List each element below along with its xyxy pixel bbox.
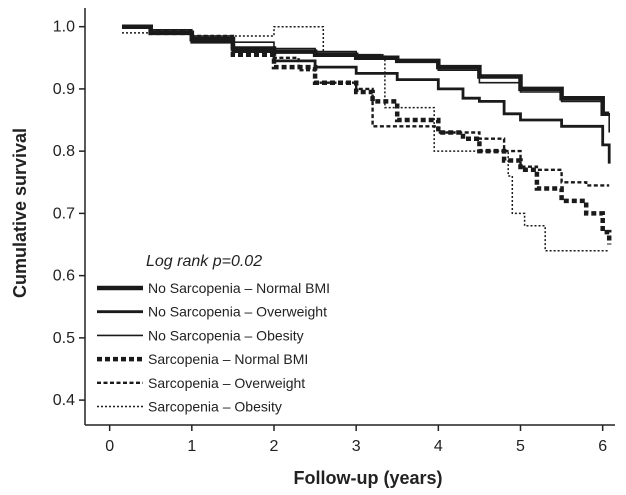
y-tick-label: 1.0 bbox=[53, 19, 75, 36]
y-tick-label: 0.9 bbox=[53, 81, 75, 98]
x-axis-label: Follow-up (years) bbox=[293, 468, 442, 488]
legend-label: Sarcopenia – Obesity bbox=[148, 399, 282, 415]
x-axis-ticks: 0 1 2 3 4 5 6 bbox=[105, 425, 607, 455]
legend-label: No Sarcopenia – Overweight bbox=[148, 304, 327, 320]
y-tick-label: 0.8 bbox=[53, 143, 75, 160]
x-tick-label: 2 bbox=[270, 438, 279, 455]
legend-label: Sarcopenia – Overweight bbox=[148, 375, 305, 391]
series-line-6 bbox=[122, 25, 610, 252]
x-tick-label: 3 bbox=[352, 438, 361, 455]
y-axis-ticks: 0.4 0.5 0.6 0.7 0.8 0.9 1.0 bbox=[53, 19, 85, 409]
series-layer bbox=[122, 24, 612, 252]
series-line-5 bbox=[122, 25, 610, 187]
log-rank-annotation: Log rank p=0.02 bbox=[146, 253, 262, 270]
x-tick-label: 6 bbox=[598, 438, 607, 455]
series-line-1 bbox=[122, 24, 610, 117]
y-tick-label: 0.5 bbox=[53, 330, 75, 347]
y-axis-label: Cumulative survival bbox=[10, 128, 30, 298]
legend-label: Sarcopenia – Normal BMI bbox=[148, 351, 308, 367]
series-line-2 bbox=[122, 25, 611, 164]
legend-label: No Sarcopenia – Normal BMI bbox=[148, 280, 330, 296]
x-tick-label: 4 bbox=[434, 438, 443, 455]
y-tick-label: 0.6 bbox=[53, 268, 75, 285]
series-line-4 bbox=[122, 24, 612, 245]
axes bbox=[84, 8, 615, 426]
legend-label: No Sarcopenia – Obesity bbox=[148, 327, 304, 343]
y-tick-label: 0.7 bbox=[53, 205, 75, 222]
x-tick-label: 5 bbox=[516, 438, 525, 455]
x-tick-label: 1 bbox=[187, 438, 196, 455]
y-tick-label: 0.4 bbox=[53, 392, 75, 409]
legend: No Sarcopenia – Normal BMI No Sarcopenia … bbox=[97, 280, 330, 415]
x-tick-label: 0 bbox=[105, 438, 114, 455]
